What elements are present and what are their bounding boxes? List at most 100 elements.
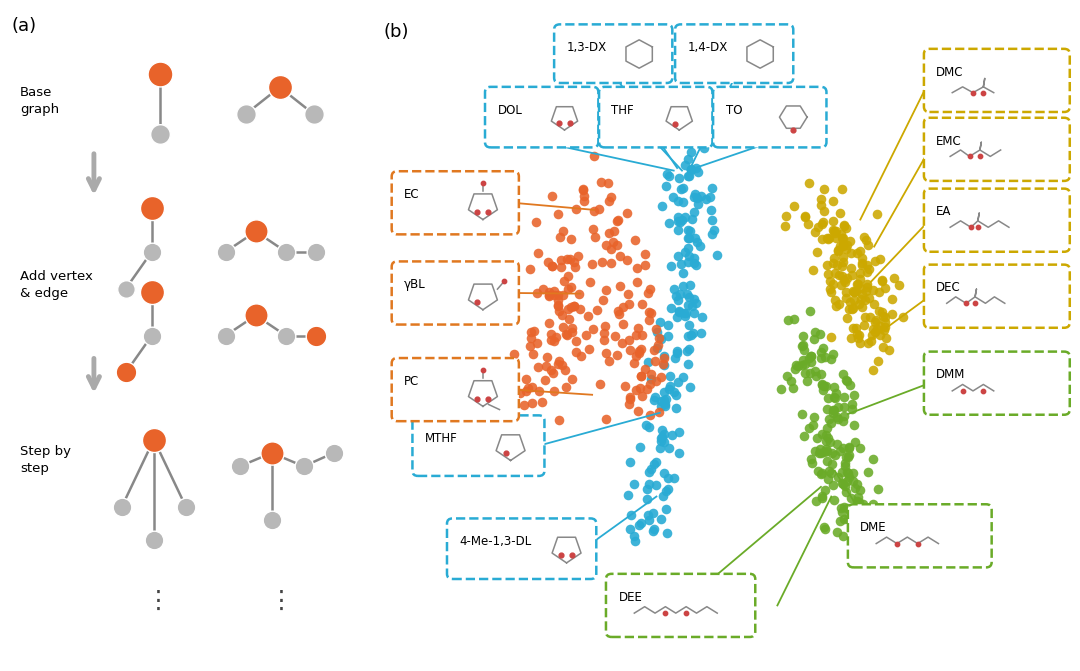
Point <box>689 193 706 203</box>
Point <box>556 365 573 376</box>
Point <box>631 442 648 452</box>
Point <box>550 295 567 305</box>
Point <box>872 330 889 341</box>
Point <box>837 458 854 468</box>
Point <box>856 312 874 323</box>
Point <box>894 312 912 323</box>
Point <box>812 199 829 210</box>
Point <box>839 468 856 479</box>
Point <box>886 273 903 284</box>
Point <box>829 472 847 482</box>
Point <box>845 468 862 479</box>
Point <box>652 396 670 407</box>
Point <box>307 330 324 341</box>
Point <box>825 253 842 264</box>
Text: MTHF: MTHF <box>424 432 458 445</box>
Point <box>656 468 673 478</box>
Point <box>689 199 706 209</box>
Point <box>643 464 660 474</box>
Point <box>640 478 658 489</box>
Point <box>480 393 497 404</box>
Point <box>469 207 486 217</box>
Point <box>800 178 818 189</box>
Point <box>858 521 875 532</box>
Point <box>621 524 638 535</box>
Point <box>883 309 901 319</box>
Point <box>815 447 833 458</box>
Point <box>705 224 723 235</box>
Point <box>814 234 832 244</box>
Point <box>676 160 693 170</box>
Point <box>785 200 802 211</box>
Point <box>571 304 589 315</box>
Point <box>827 301 845 311</box>
Point <box>606 331 623 342</box>
Point <box>657 399 674 409</box>
Point <box>571 289 589 299</box>
Point <box>118 367 135 378</box>
Point <box>820 473 837 484</box>
Point <box>851 518 868 529</box>
FancyBboxPatch shape <box>923 264 1070 327</box>
Point <box>151 68 168 79</box>
Text: DMC: DMC <box>936 66 963 79</box>
Point <box>845 420 862 431</box>
Point <box>864 323 881 334</box>
FancyBboxPatch shape <box>606 574 755 637</box>
Point <box>597 285 615 295</box>
Text: EA: EA <box>936 205 951 218</box>
Point <box>654 358 672 369</box>
Point <box>521 263 538 274</box>
Point <box>643 308 660 319</box>
Point <box>806 333 823 344</box>
Point <box>852 484 869 495</box>
Point <box>632 370 649 381</box>
Point <box>842 515 860 525</box>
Point <box>669 295 686 305</box>
Point <box>611 280 629 291</box>
Point <box>834 184 851 195</box>
Point <box>529 288 546 299</box>
Text: DEE: DEE <box>619 590 643 604</box>
Point <box>595 327 612 338</box>
Point <box>627 329 645 340</box>
Point <box>876 311 893 322</box>
Point <box>528 217 545 227</box>
Point <box>686 233 703 244</box>
Point <box>552 231 569 242</box>
Point <box>579 311 596 321</box>
Point <box>658 503 675 514</box>
Point <box>795 331 812 342</box>
Point <box>845 295 862 305</box>
Point <box>840 472 858 482</box>
Point <box>622 391 639 402</box>
Point <box>572 351 590 362</box>
Point <box>554 321 571 332</box>
Point <box>670 211 687 222</box>
Point <box>832 240 849 251</box>
Point <box>622 345 639 356</box>
Point <box>659 320 676 331</box>
Point <box>653 425 671 436</box>
Point <box>823 458 840 469</box>
Point <box>850 525 867 536</box>
Point <box>834 467 851 478</box>
Point <box>578 329 595 340</box>
Point <box>864 365 881 376</box>
Point <box>870 305 888 316</box>
Point <box>600 356 618 366</box>
Point <box>550 359 567 370</box>
Point <box>865 533 882 544</box>
Point <box>841 380 859 391</box>
Point <box>553 254 570 265</box>
Text: (a): (a) <box>12 17 37 35</box>
Point <box>598 413 616 424</box>
Point <box>486 386 503 397</box>
Point <box>633 299 650 309</box>
Point <box>853 259 870 270</box>
Point <box>826 450 843 460</box>
Point <box>540 290 557 301</box>
Point <box>615 319 632 330</box>
Text: 1,3-DX: 1,3-DX <box>567 41 607 54</box>
Point <box>685 293 702 304</box>
